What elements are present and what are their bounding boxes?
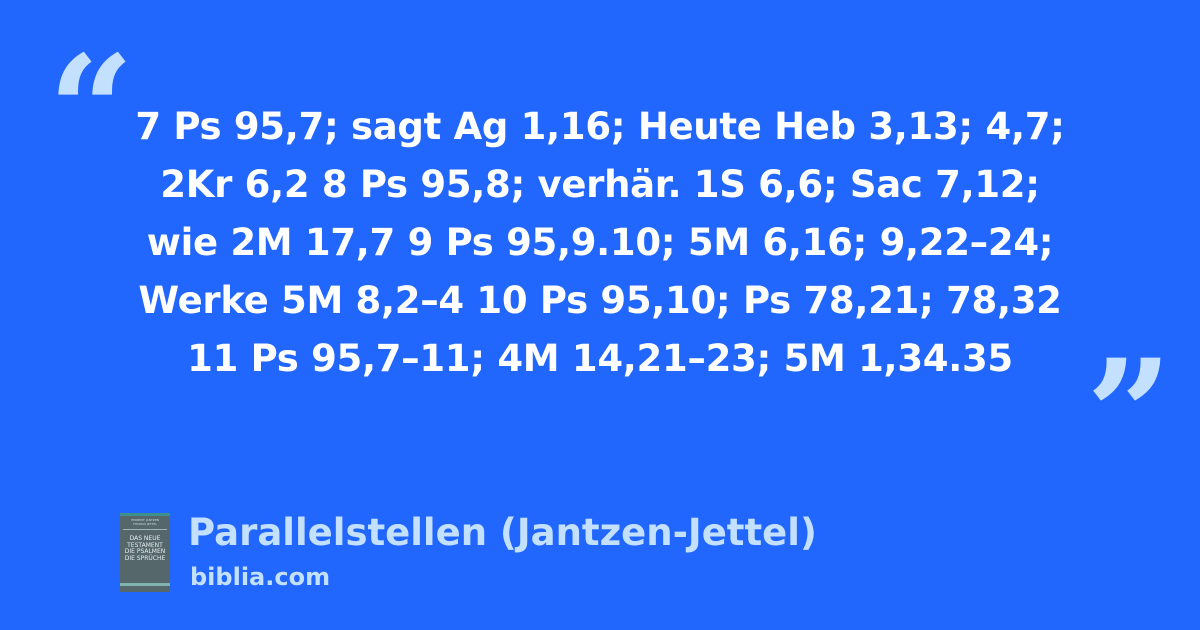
open-quote-mark: “ bbox=[48, 23, 135, 199]
quote-line: wie 2M 17,7 9 Ps 95,9.10; 5M 6,16; 9,22–… bbox=[146, 221, 1054, 264]
quote-text: 7 Ps 95,7; sagt Ag 1,16; Heute Heb 3,13;… bbox=[100, 98, 1100, 388]
book-cover-image: HERBERT JANTZEN THOMAS JETTEL DAS NEUE TES… bbox=[120, 513, 170, 592]
source-site: biblia.com bbox=[190, 563, 331, 591]
quote-line: 2Kr 6,2 8 Ps 95,8; verhär. 1S 6,6; Sac 7… bbox=[160, 163, 1040, 206]
quote-line: Werke 5M 8,2–4 10 Ps 95,10; Ps 78,21; 78… bbox=[138, 279, 1062, 322]
quote-line: 11 Ps 95,7–11; 4M 14,21–23; 5M 1,34.35 bbox=[187, 337, 1013, 380]
close-quote-mark: ” bbox=[1086, 327, 1173, 503]
source-title: Parallelstellen (Jantzen-Jettel) bbox=[188, 511, 817, 554]
quote-line: 7 Ps 95,7; sagt Ag 1,16; Heute Heb 3,13;… bbox=[135, 105, 1065, 148]
